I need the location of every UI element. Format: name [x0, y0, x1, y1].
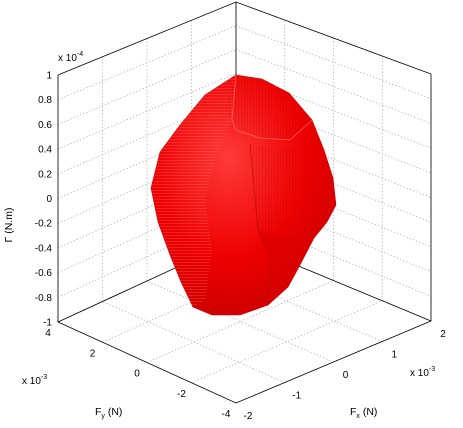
z-tick-label: 1 — [46, 71, 52, 82]
z-tick-label: -1 — [43, 318, 52, 329]
z-tick-label: 0.8 — [38, 95, 52, 106]
surface-facet-lower — [258, 222, 327, 305]
z-axis-ticks: -1 -0.8 -0.6 -0.4 -0.2 0 0.2 0.4 0.6 0.8 1 — [35, 71, 53, 329]
axis-box-front — [57, 74, 432, 404]
z-tick-label: 0.2 — [38, 169, 52, 180]
x-tick-label: 1 — [391, 350, 397, 361]
z-tick-label: 0.6 — [38, 120, 52, 131]
z-tick-label: -0.6 — [35, 268, 53, 279]
y-tick-label: -4 — [222, 409, 231, 420]
y-axis-label: Fy (N) — [95, 406, 122, 420]
y-tick-label: 0 — [134, 369, 140, 380]
y-tick-label: -2 — [177, 389, 186, 400]
z-tick-label: -0.4 — [35, 243, 53, 254]
x-multiplier: x 10-3 — [410, 366, 435, 379]
y-tick-label: 4 — [45, 328, 51, 339]
x-tick-label: 0 — [343, 370, 349, 381]
z-tick-label: -0.2 — [35, 219, 53, 230]
surface-ripple-band-right — [250, 145, 330, 260]
grid-line — [235, 49, 432, 124]
grid-line — [57, 49, 237, 125]
z-multiplier: x 10-4 — [58, 51, 83, 64]
z-tick-label: 0 — [46, 194, 52, 205]
grid-line — [235, 25, 432, 100]
y-multiplier: x 10-3 — [22, 374, 47, 387]
y-tick-label: 2 — [90, 348, 96, 359]
z-tick-label: -0.8 — [35, 293, 53, 304]
z-tick-label: 0.4 — [38, 145, 52, 156]
surface-ripple-band-top — [225, 75, 312, 140]
y-axis-ticks: -4 -2 0 2 4 — [45, 328, 231, 420]
x-tick-label: -2 — [244, 411, 253, 422]
x-axis-ticks: -2 -1 0 1 2 — [244, 329, 447, 422]
surface-ridge — [231, 74, 313, 141]
x-tick-label: -1 — [292, 391, 301, 402]
surface-volume — [150, 74, 337, 316]
x-axis-label: Fx (N) — [350, 406, 377, 420]
grid-line — [191, 300, 383, 384]
surface-ripple-band-left — [151, 75, 236, 307]
grid-line — [102, 301, 285, 383]
grid-line — [191, 260, 383, 342]
z-axis-label: Γ (N.m) — [3, 208, 15, 243]
x-tick-label: 2 — [440, 329, 446, 340]
